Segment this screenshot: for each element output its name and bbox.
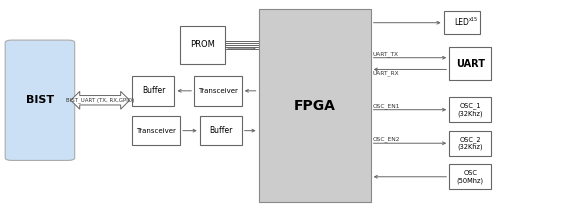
Text: UART: UART	[456, 59, 484, 69]
Text: OSC_EN1: OSC_EN1	[373, 103, 400, 109]
Text: LED: LED	[454, 18, 469, 27]
Text: BIST: BIST	[26, 95, 54, 105]
Text: OSC_EN2: OSC_EN2	[373, 137, 401, 142]
Bar	[200, 116, 242, 145]
Bar	[443, 11, 480, 34]
Bar	[449, 97, 491, 122]
Text: OSC_1
(32Khz): OSC_1 (32Khz)	[457, 103, 483, 117]
Bar	[449, 164, 491, 189]
Text: PROM: PROM	[190, 40, 215, 49]
Polygon shape	[71, 91, 130, 109]
Text: OSC_2
(32Khz): OSC_2 (32Khz)	[457, 136, 483, 150]
Text: x15: x15	[469, 17, 478, 22]
Text: FPGA: FPGA	[294, 99, 336, 112]
Bar	[449, 131, 491, 156]
Bar	[259, 9, 371, 202]
Bar	[449, 47, 491, 80]
Bar	[133, 116, 180, 145]
Bar	[133, 76, 174, 106]
Text: Transceiver: Transceiver	[137, 128, 176, 134]
Bar	[194, 76, 242, 106]
Text: UART_RX: UART_RX	[373, 70, 400, 76]
Text: OSC
(50Mhz): OSC (50Mhz)	[457, 170, 484, 184]
Text: Buffer: Buffer	[209, 126, 233, 135]
FancyBboxPatch shape	[5, 40, 75, 160]
Bar	[180, 26, 225, 64]
Text: Transceiver: Transceiver	[198, 88, 238, 94]
Text: Buffer: Buffer	[142, 86, 165, 95]
Text: BIST_UART (TX, RX,GPIO): BIST_UART (TX, RX,GPIO)	[66, 97, 134, 103]
Text: UART_TX: UART_TX	[373, 51, 399, 57]
